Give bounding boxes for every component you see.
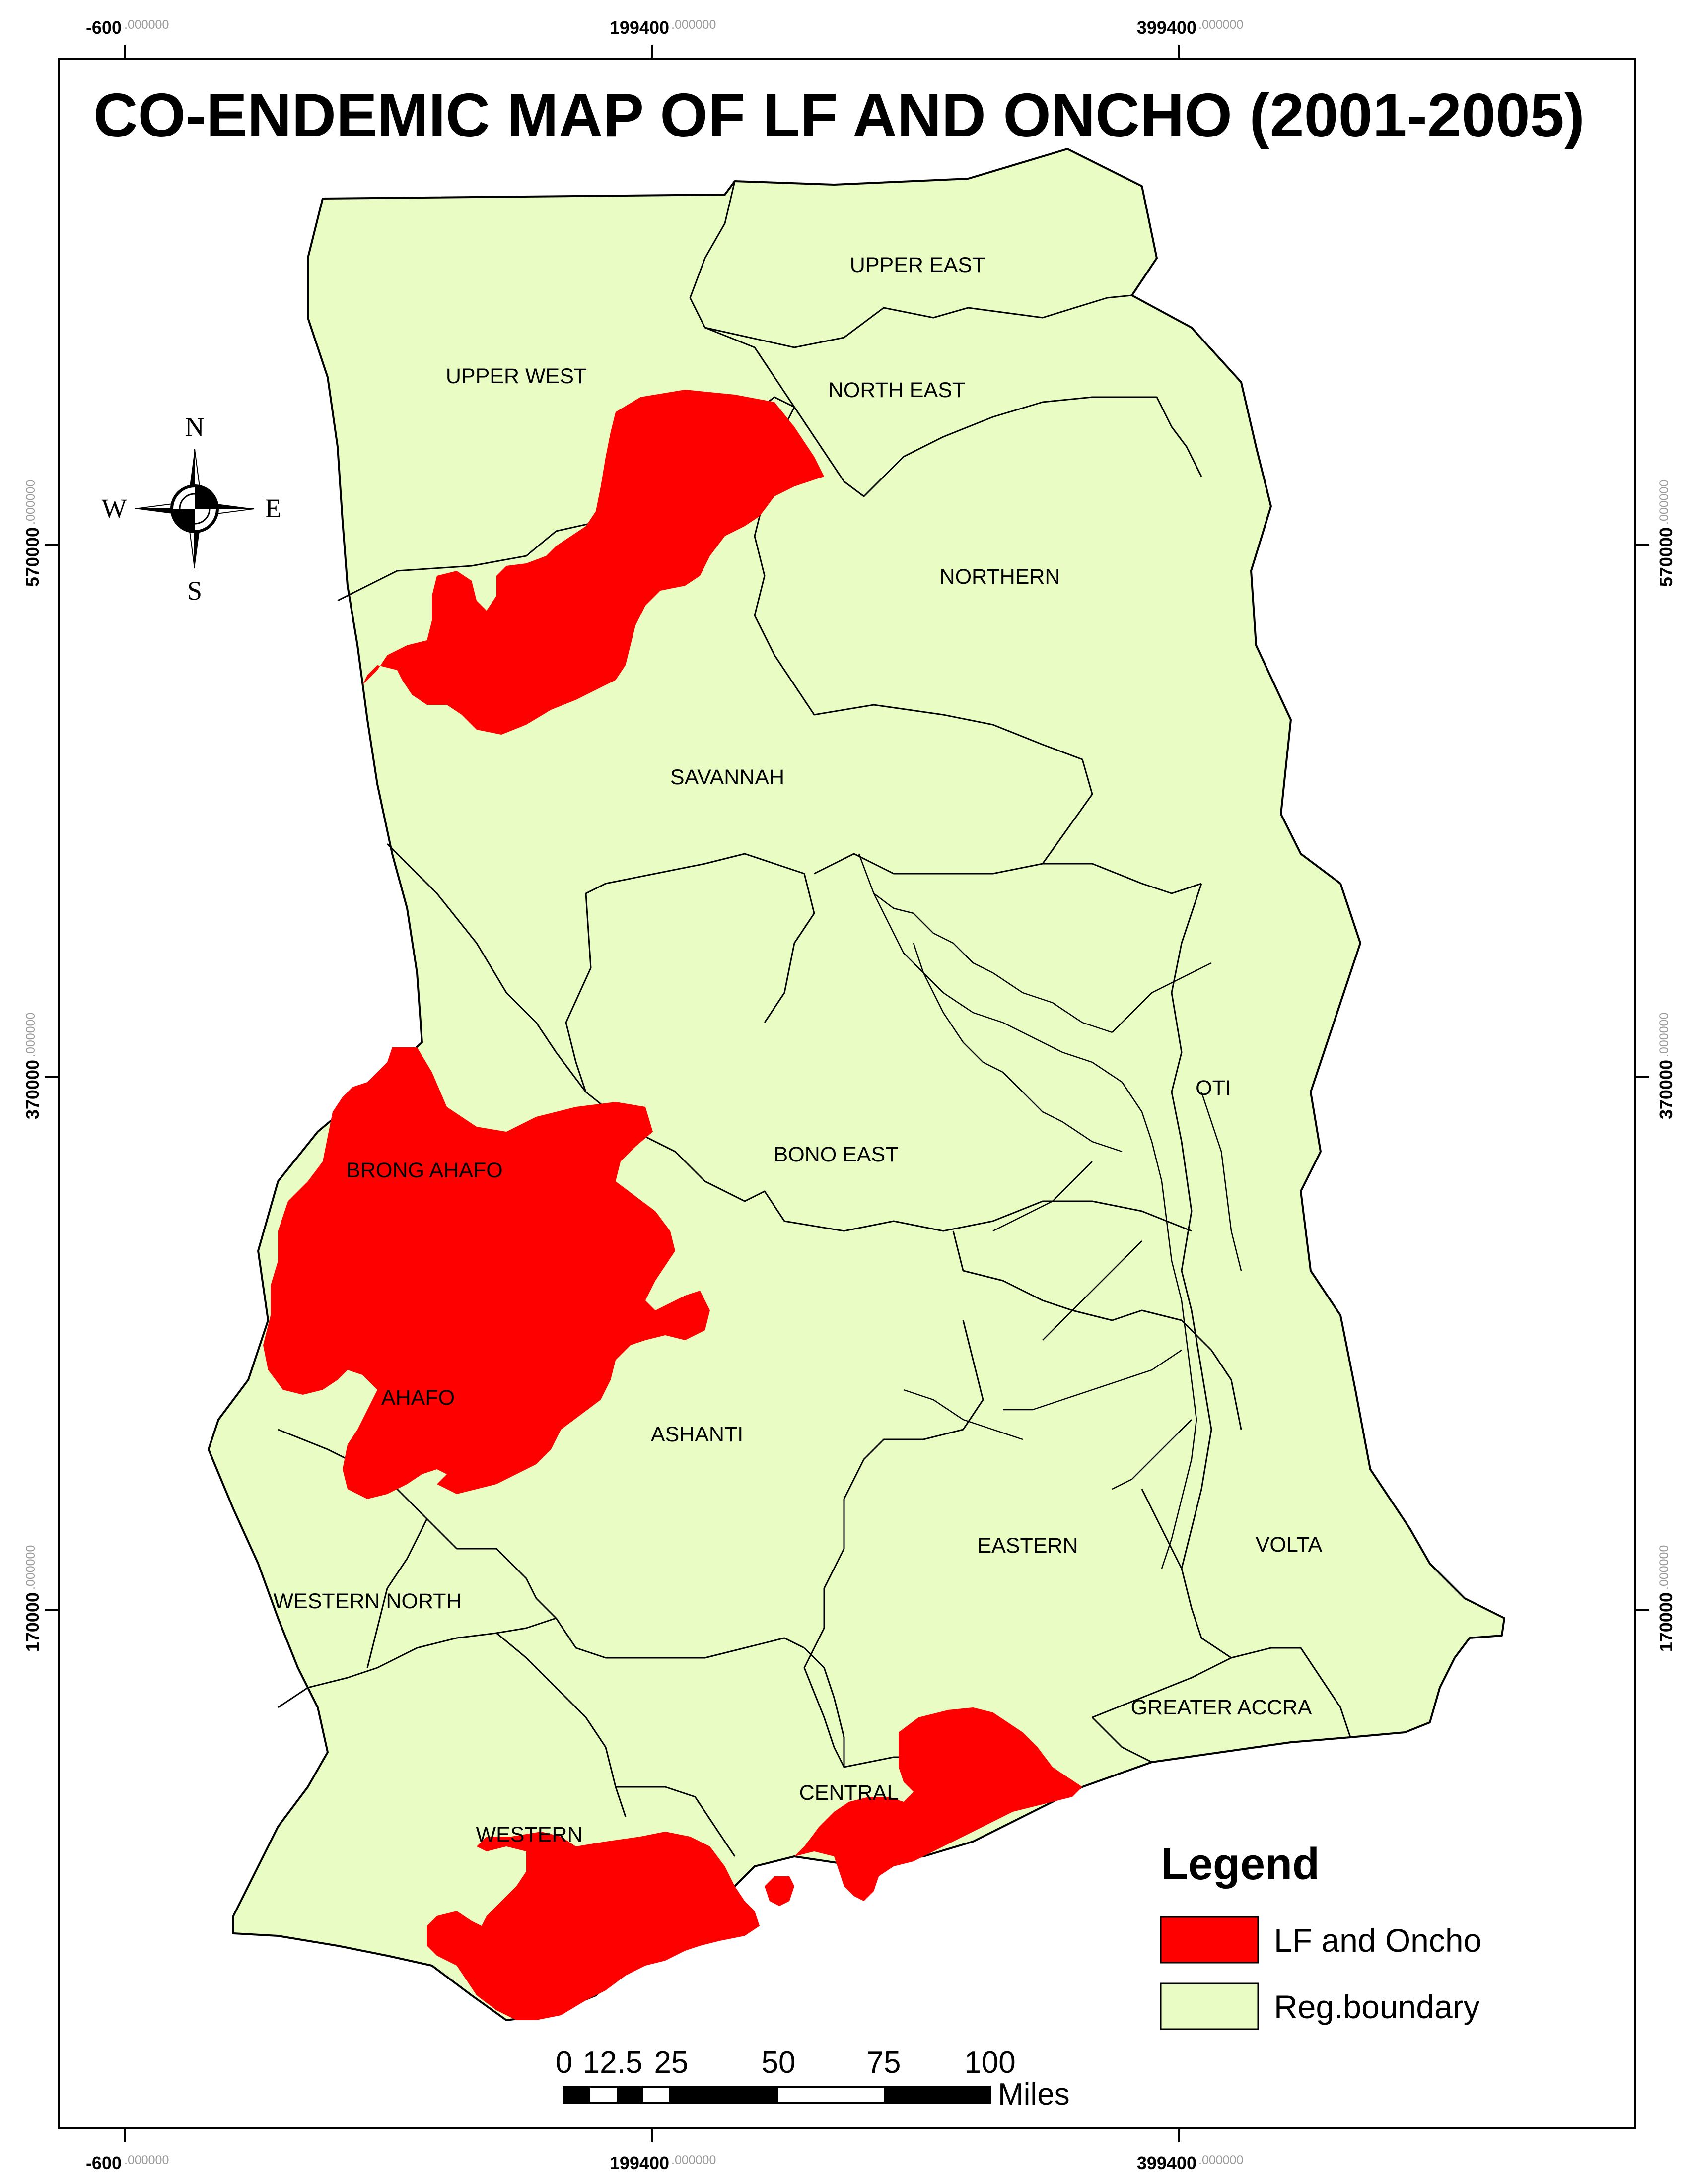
region-labels: UPPER EAST UPPER WEST NORTH EAST NORTHER… xyxy=(273,253,1322,1846)
region-label-bono-east: BONO EAST xyxy=(774,1143,899,1166)
region-label-upper-west: UPPER WEST xyxy=(446,364,587,388)
x-tick-bottom-2: 199400 xyxy=(610,2153,669,2173)
scale-tick-100: 100 xyxy=(964,2046,1015,2080)
legend-title: Legend xyxy=(1161,1840,1320,1889)
scale-unit: Miles xyxy=(998,2077,1070,2112)
endemic-zone-central xyxy=(794,1707,1082,1901)
compass-n: N xyxy=(185,412,205,442)
scale-tick-50: 50 xyxy=(762,2046,796,2080)
x-tick-top-3: 399400 xyxy=(1137,17,1196,38)
y-tick-right-3-dec: .000000 xyxy=(1657,1545,1671,1590)
legend-swatch-reg-boundary xyxy=(1160,1982,1259,2030)
lake-volta xyxy=(858,853,1242,1569)
compass-w: W xyxy=(102,493,127,523)
scale-tick-0: 0 xyxy=(556,2046,572,2080)
endemic-zones xyxy=(263,390,1082,2020)
scale-tick-25: 25 xyxy=(654,2046,689,2080)
x-tick-top-2-dec: .000000 xyxy=(671,18,716,32)
y-tick-left-2: 370000 xyxy=(22,1060,43,1119)
x-tick-bottom-3-dec: .000000 xyxy=(1198,2153,1243,2167)
y-tick-left-1-dec: .000000 xyxy=(24,480,38,525)
x-tick-top-1: -600 xyxy=(86,17,122,38)
y-tick-right-2-dec: .000000 xyxy=(1657,1013,1671,1057)
y-tick-right-1-dec: .000000 xyxy=(1657,480,1671,525)
endemic-zone-north xyxy=(362,390,824,735)
map-title: CO-ENDEMIC MAP OF LF AND ONCHO (2001-200… xyxy=(93,81,1585,150)
compass-s: S xyxy=(187,576,202,606)
region-label-oti: OTI xyxy=(1196,1076,1231,1100)
legend-label-lf-oncho: LF and Oncho xyxy=(1274,1922,1481,1959)
x-tick-top-2: 199400 xyxy=(610,17,669,38)
y-tick-right-1: 570000 xyxy=(1656,527,1676,587)
graticule-ticks xyxy=(45,45,1649,2142)
endemic-zone-south-west xyxy=(427,1832,760,2020)
y-tick-right-2: 370000 xyxy=(1656,1060,1676,1119)
x-tick-bottom-1: -600 xyxy=(86,2153,122,2173)
legend-swatch-lf-oncho xyxy=(1160,1916,1259,1964)
region-label-brong-ahafo: BRONG AHAFO xyxy=(346,1159,502,1182)
region-label-upper-east: UPPER EAST xyxy=(850,253,985,277)
region-label-savannah: SAVANNAH xyxy=(670,765,784,789)
scale-tick-12-5: 12.5 xyxy=(583,2046,643,2080)
y-tick-left-3: 170000 xyxy=(22,1592,43,1652)
north-arrow-icon xyxy=(135,449,255,569)
x-tick-top-3-dec: .000000 xyxy=(1198,18,1243,32)
region-label-volta: VOLTA xyxy=(1256,1533,1323,1557)
legend-label-reg-boundary: Reg.boundary xyxy=(1274,1988,1480,2025)
legend: Legend LF and Oncho Reg.boundary xyxy=(1160,1840,1481,2030)
region-label-ashanti: ASHANTI xyxy=(651,1423,743,1446)
x-tick-bottom-1-dec: .000000 xyxy=(124,2153,169,2167)
compass-e: E xyxy=(265,493,281,523)
region-label-central: CENTRAL xyxy=(799,1781,899,1805)
y-tick-left-2-dec: .000000 xyxy=(24,1013,38,1057)
scale-tick-75: 75 xyxy=(867,2046,901,2080)
y-tick-left-3-dec: .000000 xyxy=(24,1545,38,1590)
x-tick-top-1-dec: .000000 xyxy=(124,18,169,32)
region-label-north-east: NORTH EAST xyxy=(828,378,965,402)
region-label-western: WESTERN xyxy=(476,1823,583,1846)
x-tick-bottom-3: 399400 xyxy=(1137,2153,1196,2173)
scale-bar: 0 12.5 25 50 75 100 Miles xyxy=(556,2046,1070,2112)
region-label-ahafo: AHAFO xyxy=(381,1386,455,1410)
region-label-eastern: EASTERN xyxy=(977,1534,1078,1558)
endemic-zone-west xyxy=(263,1047,710,1499)
x-tick-bottom-2-dec: .000000 xyxy=(671,2153,716,2167)
endemic-zone-south-islet xyxy=(765,1876,794,1906)
y-tick-left-1: 570000 xyxy=(22,527,43,587)
y-tick-right-3: 170000 xyxy=(1656,1592,1676,1652)
region-label-western-north: WESTERN NORTH xyxy=(273,1589,461,1613)
region-label-northern: NORTHERN xyxy=(940,565,1060,589)
region-label-greater-accra: GREATER ACCRA xyxy=(1131,1696,1312,1719)
